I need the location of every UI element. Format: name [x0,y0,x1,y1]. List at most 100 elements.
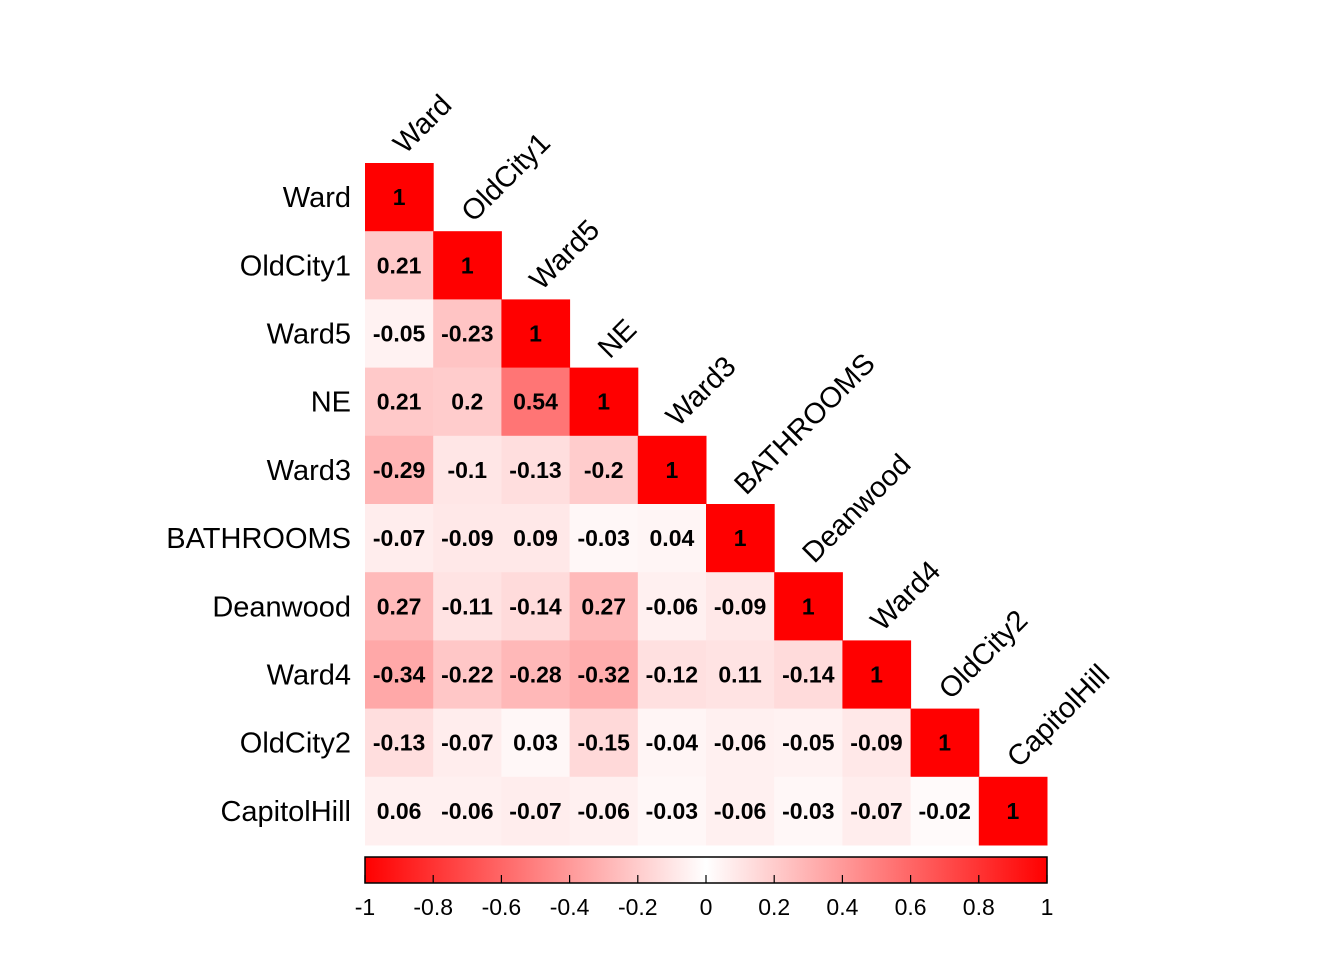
cell-value-deanwood-bathrooms: -0.09 [714,593,766,619]
cell-value-bathrooms-oldcity1: -0.09 [441,525,493,551]
cell-ward4-ward [365,640,434,710]
column-label-capitolhill: CapitolHill [1001,659,1116,774]
row-label-ward5: Ward5 [267,319,351,351]
cell-capitolhill-ne [569,776,639,846]
cell-value-bathrooms-ward5: 0.09 [513,525,558,551]
cell-value-deanwood-ward5: -0.14 [509,593,562,619]
cell-ward3-ward [365,435,434,505]
cell-ward3-ward3 [637,435,707,505]
cell-value-oldcity2-ne: -0.15 [577,730,630,756]
cell-value-ne-ward5: 0.54 [513,389,558,415]
row-labels: Ward OldCity1 Ward5 NE Ward3 BATHROOMS Deanwoo… [166,182,351,828]
cell-capitolhill-bathrooms [706,776,775,846]
cell-value-oldcity2-ward3: -0.04 [646,730,699,756]
cell-value-bathrooms-ward3: 0.04 [650,525,695,551]
cell-capitolhill-ward3 [637,776,707,846]
colorbar-tick-label: -1 [355,894,375,920]
cell-oldcity1-oldcity1 [433,231,502,300]
cell-ne-ward [365,367,434,437]
cell-bathrooms-ward [365,504,434,573]
cell-value-capitolhill-deanwood: -0.03 [782,798,834,824]
cell-deanwood-ward3 [637,572,707,641]
cell-value-ward3-oldcity1: -0.1 [447,457,487,483]
cell-value-ne-ne: 1 [597,389,610,415]
cell-value-oldcity1-ward: 0.21 [377,252,422,278]
cell-ne-oldcity1 [433,367,502,437]
cell-value-capitolhill-capitolhill: 1 [1007,798,1020,824]
cell-ward5-oldcity1 [433,299,502,369]
cell-value-capitolhill-ne: -0.06 [577,798,629,824]
cell-value-ward4-ward5: -0.28 [509,662,562,688]
cell-value-ne-oldcity1: 0.2 [451,389,483,415]
cell-oldcity2-ne [569,708,639,778]
cell-value-bathrooms-ward: -0.07 [373,525,425,551]
cell-value-deanwood-ward3: -0.06 [646,593,698,619]
cell-ward3-oldcity1 [433,435,502,505]
column-label-ne: NE [592,313,643,364]
colorbar-tick-label: 0 [700,894,713,920]
cell-value-oldcity1-oldcity1: 1 [461,252,474,278]
cell-oldcity2-oldcity1 [433,708,502,778]
cell-value-bathrooms-bathrooms: 1 [734,525,747,551]
cell-value-ward4-ne: -0.32 [577,662,629,688]
cell-value-bathrooms-ne: -0.03 [577,525,629,551]
cell-capitolhill-oldcity2 [910,776,980,846]
cell-ne-ne [569,367,639,437]
cell-deanwood-oldcity1 [433,572,502,641]
cell-oldcity1-ward [365,231,434,300]
cell-oldcity2-ward [365,708,434,778]
cell-value-ward5-oldcity1: -0.23 [441,321,493,347]
heatmap-cells: 1 0.21 1 -0.05 -0.23 1 0.21 0.2 0.54 1 -0.29 -0.1 -0… [365,163,1048,846]
cell-value-oldcity2-oldcity1: -0.07 [441,730,493,756]
cell-ward3-ward5 [501,435,571,505]
column-label-ward: Ward [387,89,458,160]
row-label-ne: NE [311,387,351,419]
cell-oldcity2-bathrooms [706,708,775,778]
cell-value-ward3-ward5: -0.13 [509,457,561,483]
cell-deanwood-ward [365,572,434,641]
column-label-ward4: Ward4 [865,555,947,637]
column-label-ward3: Ward3 [660,350,742,432]
cell-capitolhill-deanwood [774,776,843,846]
cell-ward4-bathrooms [706,640,775,710]
cell-capitolhill-ward5 [501,776,571,846]
cell-value-oldcity2-ward: -0.13 [373,730,425,756]
cell-value-oldcity2-ward4: -0.09 [850,730,902,756]
row-label-ward: Ward [283,182,351,214]
column-label-bathrooms: BATHROOMS [728,348,881,501]
cell-deanwood-deanwood [774,572,843,641]
cell-oldcity2-ward4 [842,708,912,778]
cell-value-capitolhill-bathrooms: -0.06 [714,798,766,824]
cell-value-capitolhill-ward: 0.06 [377,798,422,824]
cell-ward-ward [365,163,434,232]
colorbar-tick-label: -0.2 [618,894,658,920]
cell-value-ward4-ward3: -0.12 [646,662,698,688]
column-label-oldcity1: OldCity1 [456,127,557,228]
row-label-capitolhill: CapitolHill [220,796,351,828]
cell-value-capitolhill-ward5: -0.07 [509,798,561,824]
cell-value-deanwood-oldcity1: -0.11 [442,593,493,619]
cell-value-deanwood-ward: 0.27 [377,593,422,619]
row-label-deanwood: Deanwood [212,591,351,623]
cell-ward4-ward4 [842,640,912,710]
cell-value-deanwood-deanwood: 1 [802,593,815,619]
cell-value-ward3-ward3: 1 [666,457,679,483]
row-label-ward3: Ward3 [267,455,351,487]
cell-ne-ward5 [501,367,571,437]
cell-ward4-deanwood [774,640,843,710]
row-label-bathrooms: BATHROOMS [166,523,351,555]
cell-ward4-oldcity1 [433,640,502,710]
cell-deanwood-ne [569,572,639,641]
cell-oldcity2-deanwood [774,708,843,778]
cell-bathrooms-ward3 [637,504,707,573]
colorbar-tick-label: 1 [1041,894,1054,920]
column-label-deanwood: Deanwood [797,448,918,569]
cell-value-ward3-ward: -0.29 [373,457,425,483]
cell-ward4-ward5 [501,640,571,710]
cell-ward3-ne [569,435,639,505]
cell-value-ward5-ward: -0.05 [373,321,426,347]
cell-deanwood-bathrooms [706,572,775,641]
cell-value-deanwood-ne: 0.27 [581,593,626,619]
cell-capitolhill-oldcity1 [433,776,502,846]
